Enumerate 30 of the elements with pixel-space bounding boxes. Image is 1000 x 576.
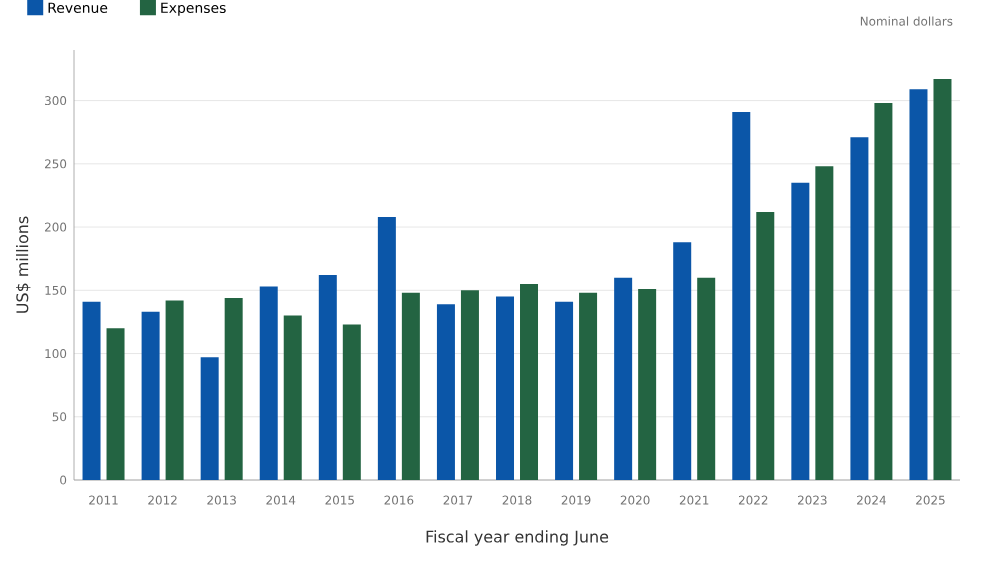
- bar: [697, 277, 716, 480]
- bar: [165, 300, 184, 480]
- bar: [850, 137, 869, 480]
- bar: [436, 304, 455, 480]
- bar: [732, 111, 751, 480]
- bar: [791, 182, 810, 480]
- bar: [401, 292, 420, 480]
- bar: [815, 166, 834, 480]
- bar: [874, 103, 893, 480]
- bar: [224, 297, 243, 480]
- bar: [259, 286, 278, 480]
- bar: [377, 216, 396, 480]
- bar: [283, 315, 302, 480]
- bar: [496, 296, 515, 480]
- bar: [933, 79, 952, 480]
- bar: [673, 242, 692, 480]
- bar: [106, 328, 125, 480]
- bar: [82, 301, 101, 480]
- bar: [520, 283, 539, 480]
- bar: [342, 324, 361, 480]
- bar: [318, 275, 337, 480]
- bar: [200, 357, 219, 480]
- bar: [614, 277, 633, 480]
- bar: [756, 211, 775, 480]
- bar: [638, 289, 657, 480]
- bar: [555, 301, 574, 480]
- bar: [141, 311, 160, 480]
- bar: [909, 89, 928, 480]
- bar: [460, 290, 479, 480]
- bar: [579, 292, 598, 480]
